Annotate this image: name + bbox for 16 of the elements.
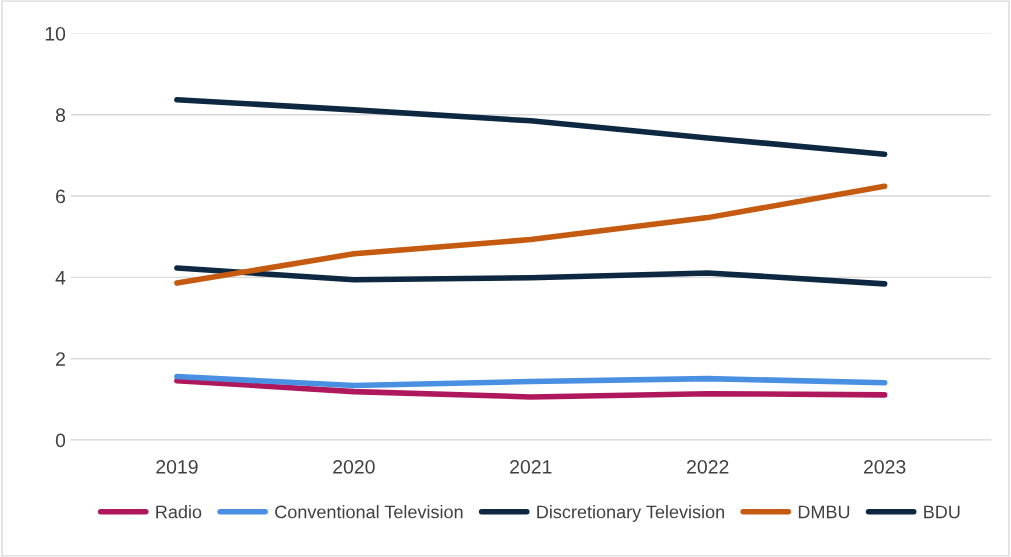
y-tick-label: 4: [55, 271, 66, 285]
legend-label: Discretionary Television: [537, 505, 724, 522]
y-tick-label: 10: [45, 26, 66, 41]
x-tick-label: 2019: [156, 459, 198, 474]
legend-label: Conventional Television: [275, 505, 463, 519]
legend-label: BDU: [924, 505, 960, 519]
x-tick-label: 2023: [863, 459, 906, 474]
x-tick-label: 2021: [510, 459, 552, 474]
y-tick-label: 6: [56, 189, 66, 204]
y-tick-label: 8: [55, 108, 66, 122]
legend-label: DMBU: [798, 505, 850, 519]
y-tick-label: 2: [56, 352, 65, 366]
legend-label: Radio: [156, 505, 202, 519]
x-tick-label: 2020: [333, 459, 375, 474]
x-tick-label: 2022: [687, 459, 729, 474]
y-tick-label: 0: [55, 433, 66, 448]
